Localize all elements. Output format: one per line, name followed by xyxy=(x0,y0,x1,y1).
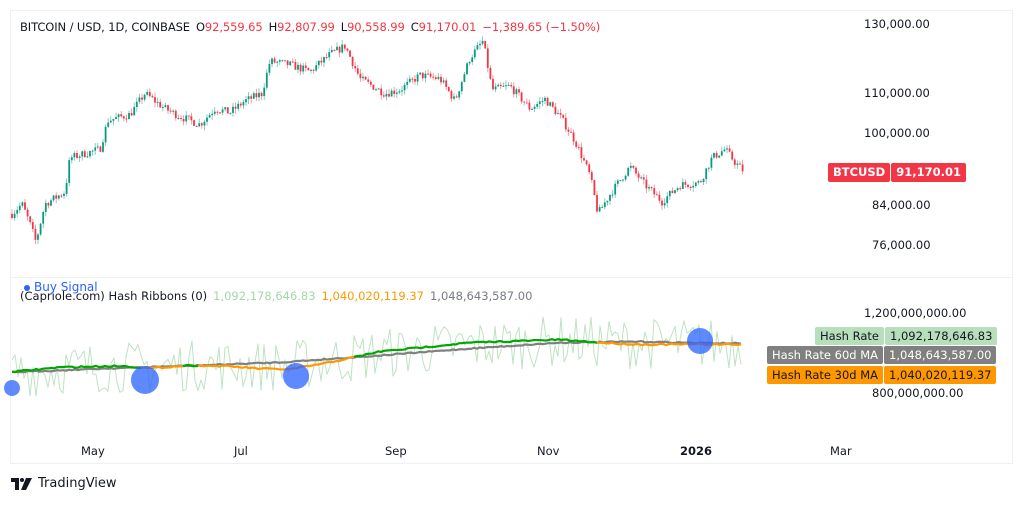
price-tick: 110,000.00 xyxy=(864,86,930,100)
price-tick: 76,000.00 xyxy=(872,238,931,252)
ma60-value: 1,048,643,587.00 xyxy=(429,289,533,303)
time-label: Mar xyxy=(830,444,852,458)
close-value: 91,170.01 xyxy=(418,20,477,34)
brand-name: TradingView xyxy=(38,476,117,491)
pane-divider[interactable] xyxy=(10,277,1013,278)
time-label: Nov xyxy=(537,444,560,458)
time-label-year: 2026 xyxy=(680,444,713,458)
indicator-legend[interactable]: (Capriole.com) Hash Ribbons (0) 1,092,178… xyxy=(20,289,532,303)
buy-signal-label: Buy Signal xyxy=(24,280,98,294)
time-label: Sep xyxy=(385,444,407,458)
price-tick: 130,000.00 xyxy=(864,17,930,31)
signal-dot-icon xyxy=(24,284,30,291)
change-value: −1,389.65 (−1.50%) xyxy=(482,20,601,34)
price-tick: 84,000.00 xyxy=(872,198,931,212)
low-value: 90,558.99 xyxy=(347,20,405,34)
indicator-tick: 800,000,000.00 xyxy=(872,386,964,400)
tradingview-logo-icon xyxy=(11,477,32,490)
indicator-title[interactable]: (Capriole.com) Hash Ribbons (0) xyxy=(20,289,208,303)
ma30-tag: Hash Rate 30d MA 1,040,020,119.37 xyxy=(767,366,997,384)
buy-signal-marker-icon xyxy=(687,328,713,354)
ma30-value: 1,040,020,119.37 xyxy=(321,289,424,303)
hash-rate-value: 1,092,178,646.83 xyxy=(213,289,316,303)
buy-signal-marker-icon xyxy=(131,366,159,394)
symbol-title[interactable]: BITCOIN / USD, 1D, COINBASE xyxy=(20,20,190,34)
price-tick: 100,000.00 xyxy=(864,126,930,140)
time-label: Jul xyxy=(234,444,248,458)
buy-signal-marker-icon xyxy=(4,380,20,396)
price-tag-symbol: BTCUSD xyxy=(828,163,891,182)
chart-frame xyxy=(10,10,1013,464)
time-label: May xyxy=(81,444,105,458)
last-price-tag: BTCUSD 91,170.01 xyxy=(828,163,966,182)
buy-signal-marker-icon xyxy=(283,363,309,389)
ma60-tag: Hash Rate 60d MA 1,048,643,587.00 xyxy=(767,346,997,364)
price-tag-value: 91,170.01 xyxy=(891,163,966,182)
high-value: 92,807.99 xyxy=(277,20,335,34)
open-value: 92,559.65 xyxy=(204,20,263,34)
hash-rate-tag: Hash Rate 1,092,178,646.83 xyxy=(815,327,998,345)
symbol-legend: BITCOIN / USD, 1D, COINBASE O92,559.65 H92… xyxy=(20,20,601,34)
tradingview-brand[interactable]: TradingView xyxy=(11,476,117,491)
indicator-tick: 1,200,000,000.00 xyxy=(864,306,967,320)
